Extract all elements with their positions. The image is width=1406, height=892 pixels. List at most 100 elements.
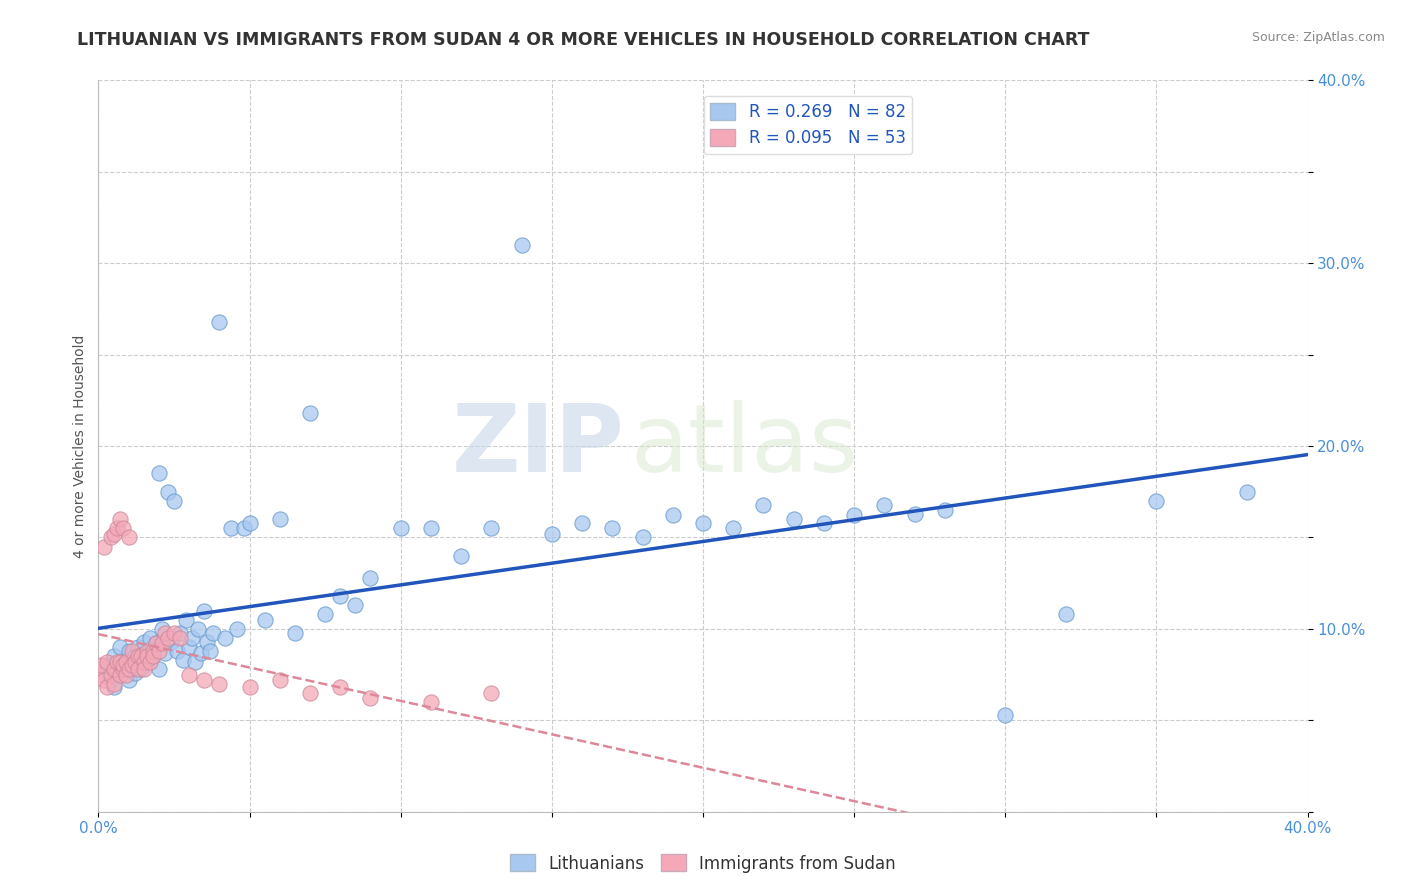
Point [93,540,115,554]
Point [105,664,128,678]
Point [121,658,143,673]
Point [571,516,593,530]
Point [100,667,122,681]
Point [118,673,141,687]
Point [166,644,188,658]
Point [150,622,173,636]
Point [114,655,136,669]
Point [132,648,155,662]
Point [156,631,179,645]
Point [135,644,157,658]
Point [239,516,262,530]
Text: ZIP: ZIP [451,400,624,492]
Point [904,507,927,521]
Point [103,662,125,676]
Point [111,521,134,535]
Point [873,498,896,512]
Point [96,658,118,673]
Point [269,673,291,687]
Point [124,665,146,680]
Point [150,636,173,650]
Point [169,625,191,640]
Point [163,494,186,508]
Point [139,631,162,645]
Point [114,667,136,681]
Point [148,467,170,481]
Point [602,521,624,535]
Point [360,691,382,706]
Point [195,634,218,648]
Point [232,521,254,535]
Point [142,649,165,664]
Point [108,655,131,669]
Point [661,508,683,523]
Point [540,526,562,541]
Point [174,613,197,627]
Point [124,649,146,664]
Point [93,667,115,681]
Point [200,644,222,658]
Point [723,521,745,535]
Point [108,640,131,655]
Point [127,662,149,676]
Point [111,658,134,673]
Point [127,640,149,655]
Point [105,521,128,535]
Point [142,649,165,664]
Point [214,631,236,645]
Point [118,644,141,658]
Point [118,662,141,676]
Point [111,662,134,676]
Point [813,516,835,530]
Point [129,662,152,676]
Point [299,406,322,420]
Point [420,521,443,535]
Point [132,655,155,669]
Point [160,634,183,648]
Point [187,622,209,636]
Point [121,658,143,673]
Point [142,644,165,658]
Point [481,686,503,700]
Legend: Lithuanians, Immigrants from Sudan: Lithuanians, Immigrants from Sudan [503,847,903,880]
Point [184,655,207,669]
Point [510,238,533,252]
Point [121,644,143,658]
Point [329,681,352,695]
Point [269,512,291,526]
Point [631,530,654,544]
Point [193,603,215,617]
Point [994,707,1017,722]
Point [172,653,194,667]
Point [389,521,412,535]
Legend: R = 0.269   N = 82, R = 0.095   N = 53: R = 0.269 N = 82, R = 0.095 N = 53 [703,96,912,154]
Point [844,508,866,523]
Point [114,653,136,667]
Point [284,625,307,640]
Point [163,625,186,640]
Point [934,503,956,517]
Point [105,655,128,669]
Point [118,530,141,544]
Y-axis label: 4 or more Vehicles in Household: 4 or more Vehicles in Household [73,334,87,558]
Point [481,521,503,535]
Point [108,512,131,526]
Point [139,655,162,669]
Point [135,649,157,664]
Point [108,655,131,669]
Point [111,662,134,676]
Point [124,655,146,669]
Text: Source: ZipAtlas.com: Source: ZipAtlas.com [1251,31,1385,45]
Point [208,315,231,329]
Point [1144,494,1167,508]
Point [100,673,122,687]
Point [314,607,336,622]
Point [783,512,806,526]
Point [190,646,212,660]
Text: LITHUANIAN VS IMMIGRANTS FROM SUDAN 4 OR MORE VEHICLES IN HOUSEHOLD CORRELATION : LITHUANIAN VS IMMIGRANTS FROM SUDAN 4 OR… [77,31,1090,49]
Point [132,662,155,676]
Text: atlas: atlas [630,400,859,492]
Point [93,673,115,687]
Point [103,526,125,541]
Point [108,667,131,681]
